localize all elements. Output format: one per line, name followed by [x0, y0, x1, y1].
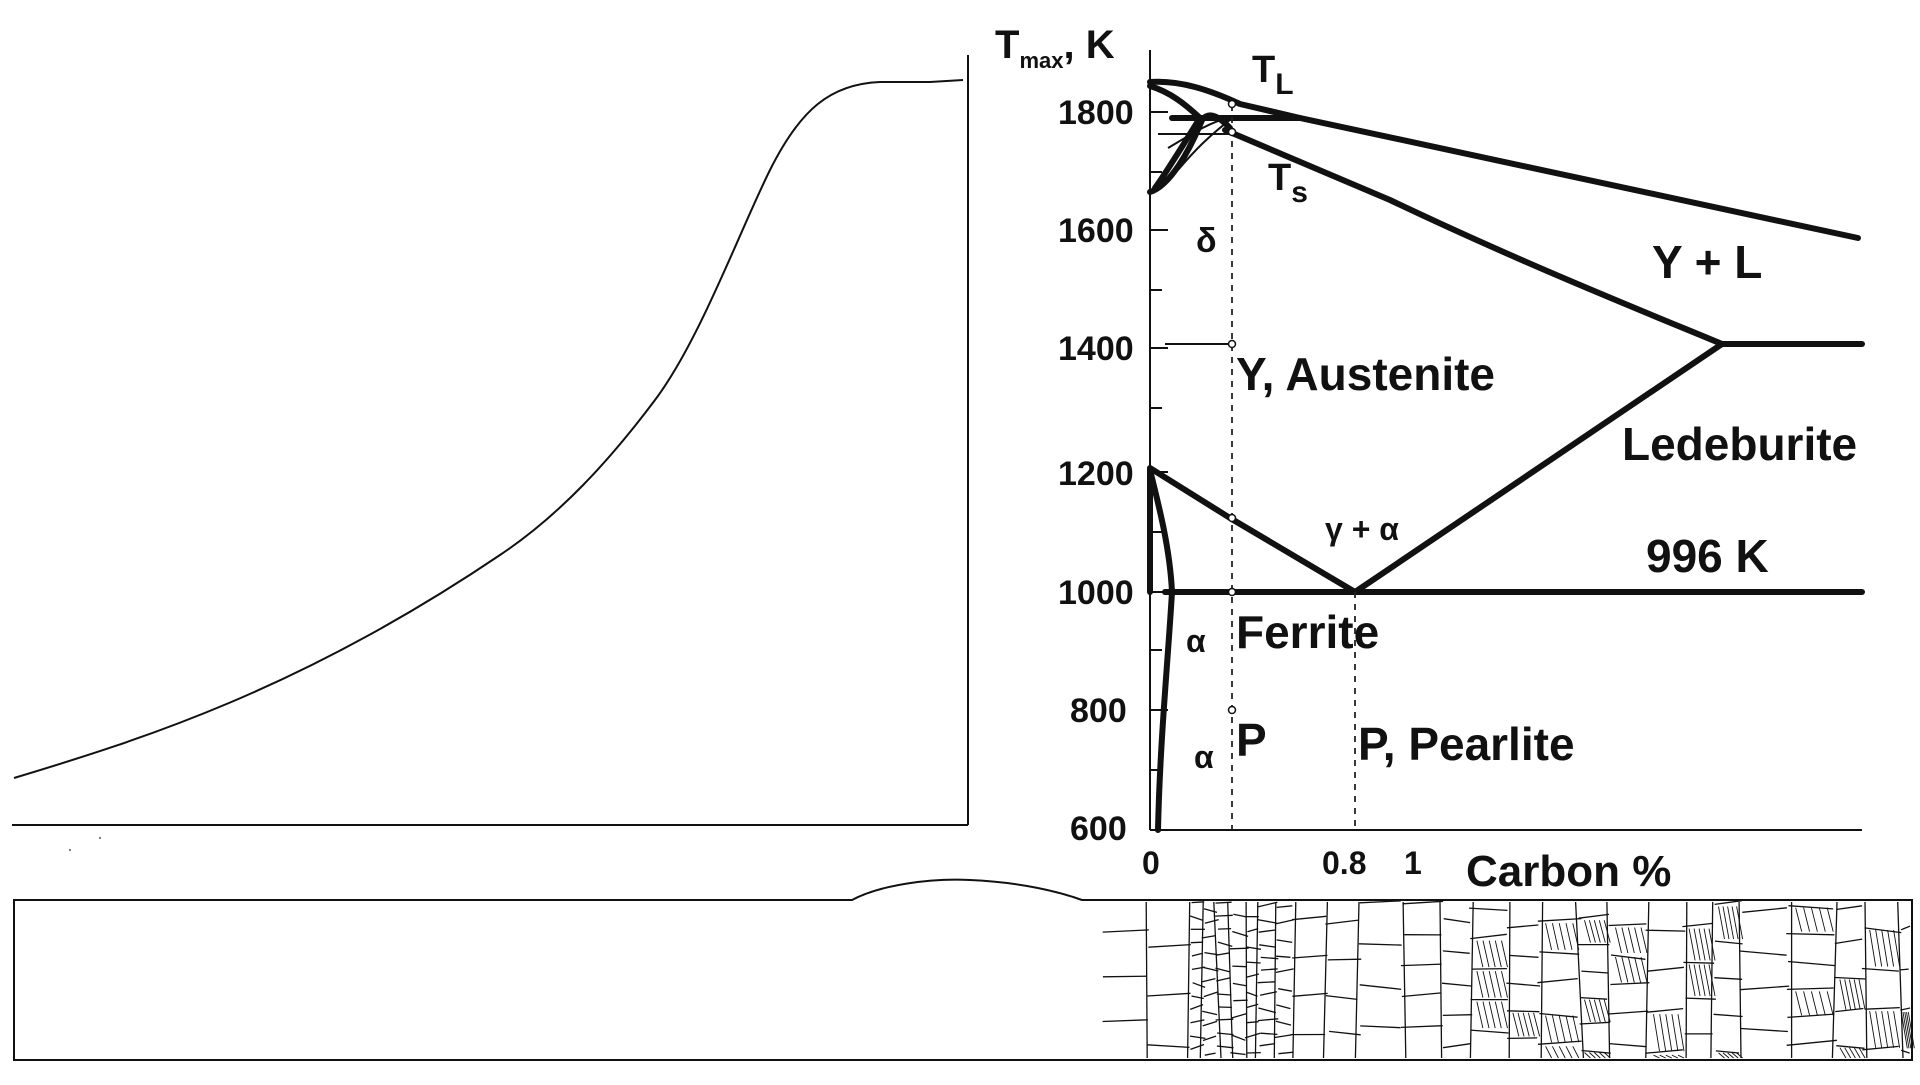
- y-tick-label: 1200: [1058, 455, 1134, 493]
- ledeburite-label: Ledeburite: [1622, 418, 1857, 470]
- liquidus-label: TL: [1252, 49, 1294, 101]
- austenite-label: Y, Austenite: [1236, 348, 1495, 400]
- y-tick-label: 600: [1070, 810, 1127, 848]
- alpha-lower-label: α: [1194, 739, 1214, 775]
- x-tick-label: 1: [1404, 845, 1422, 881]
- weld-cross-section: [14, 880, 1914, 1060]
- gamma-liquid-label: Y + L: [1652, 236, 1762, 288]
- pearlite-short-label: P: [1236, 714, 1267, 766]
- plate-outline: [14, 880, 1912, 1060]
- y-tick-label: 1600: [1058, 212, 1134, 250]
- pearlite-label: P, Pearlite: [1358, 718, 1575, 770]
- eutectoid-temperature-label: 996 K: [1646, 530, 1769, 582]
- x-axis-title: Carbon %: [1466, 847, 1671, 896]
- alpha-upper-label: α: [1186, 623, 1206, 659]
- ferrite-label: Ferrite: [1236, 606, 1379, 658]
- temperature-profile-panel: [12, 55, 968, 851]
- y-axis-title: Tmax, K: [995, 23, 1115, 73]
- gamma-alpha-label: γ + α: [1325, 511, 1399, 547]
- y-tick-label: 1800: [1058, 94, 1134, 132]
- grain-structure: [1103, 901, 1915, 1058]
- x-tick-label: 0: [1142, 845, 1160, 881]
- peak-temperature-curve: [14, 80, 963, 778]
- delta-label: δ: [1196, 222, 1217, 260]
- phase-diagram: Tmax, K 1800 1600 1400 1200 1000 800 600…: [995, 23, 1862, 896]
- y-tick-label: 1400: [1058, 330, 1134, 368]
- y-tick-label: 800: [1070, 692, 1127, 730]
- y-tick-label: 1000: [1058, 574, 1134, 612]
- x-tick-label: 0.8: [1322, 845, 1366, 881]
